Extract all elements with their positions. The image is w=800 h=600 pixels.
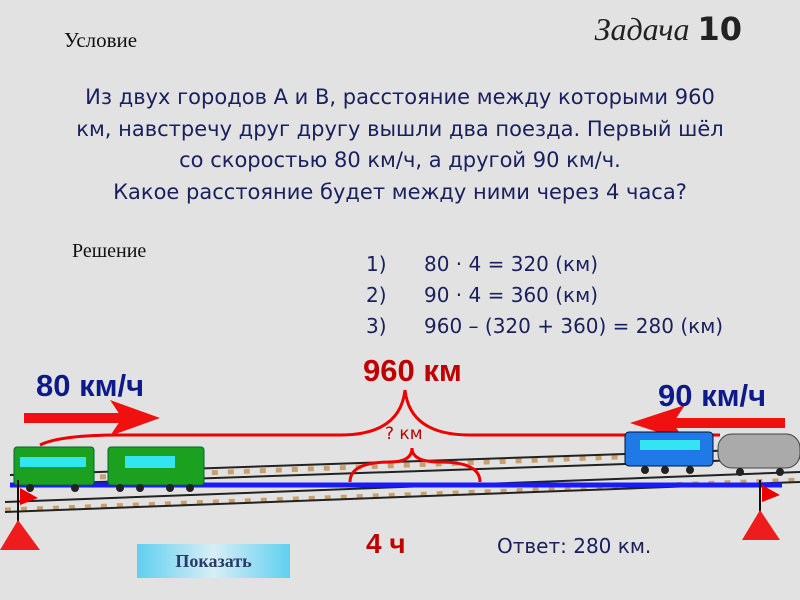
city-b-flag-icon [742,480,780,540]
problem-line: Из двух городов А и В, расстояние между … [85,85,715,109]
step-text: 80 · 4 = 320 (км) [424,252,599,276]
step-text: 90 · 4 = 360 (км) [424,283,599,307]
problem-line: со скоростью 80 км/ч, а другой 90 км/ч. [179,148,621,172]
city-a-flag-icon [0,480,40,550]
unknown-distance-label: ? км [385,424,423,444]
answer-text: Ответ: 280 км. [497,534,652,558]
arrow-right-icon [24,400,160,436]
step-number: 3) [366,314,387,338]
task-title: Задача 10 [595,10,742,48]
step-number: 2) [366,283,387,307]
speed-left-label: 80 км/ч [36,368,145,403]
solution-step: 2) 90 · 4 = 360 (км) [366,283,598,307]
condition-label: Условие [64,28,138,52]
speed-right-label: 90 км/ч [658,378,767,413]
solution-step: 3) 960 – (320 + 360) = 280 (км) [366,314,723,338]
total-distance-brace [39,389,720,447]
task-word: Задача [594,11,690,47]
show-button[interactable]: Показать [137,544,290,578]
distance-label: 960 км [363,353,462,388]
train-diagram [0,389,800,550]
time-label: 4 ч [366,528,406,559]
problem-line: Какое расстояние будет между ними через … [113,179,687,204]
problem-line: км, навстречу друг другу вышли два поезд… [76,116,724,141]
blue-train-icon [624,431,800,476]
solution-step: 1) 80 · 4 = 320 (км) [366,252,598,276]
step-number: 1) [366,252,387,276]
problem-text: Из двух городов А и В, расстояние между … [0,82,800,208]
green-train-icon [13,446,205,492]
step-text: 960 – (320 + 360) = 280 (км) [424,314,724,338]
solution-label: Решение [72,240,147,262]
remaining-distance-brace [348,447,482,483]
task-number: 10 [697,10,742,48]
